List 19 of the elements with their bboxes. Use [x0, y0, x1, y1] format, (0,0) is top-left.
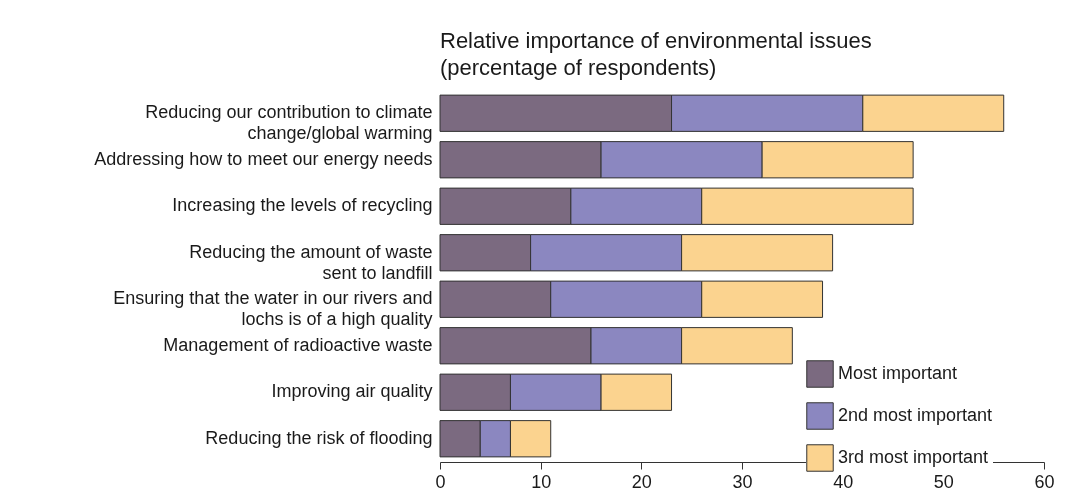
- y-tick-label: Increasing the levels of recycling: [172, 195, 433, 216]
- y-tick-label: Management of radioactive waste: [163, 334, 433, 355]
- y-tick-label: Improving air quality: [271, 381, 433, 402]
- chart-title: Relative importance of environmental issues (percentage of respondents): [440, 28, 872, 80]
- x-tick-label: 60: [1034, 471, 1055, 492]
- y-tick-label: Reducing our contribution to climate change/global warming: [145, 102, 433, 144]
- y-tick-label: Reducing the amount of waste sent to landfill: [189, 241, 433, 283]
- y-tick-label: Ensuring that the water in our rivers and lochs is of a high quality: [113, 288, 433, 330]
- y-tick-label: Addressing how to meet our energy needs: [94, 148, 433, 169]
- y-tick-label: Reducing the risk of flooding: [205, 427, 433, 448]
- legend-label: 2nd most important: [838, 405, 993, 425]
- x-tick-label: 10: [531, 471, 552, 492]
- x-tick-label: 0: [435, 471, 446, 492]
- x-tick-label: 20: [631, 471, 652, 492]
- x-tick-label: 30: [732, 471, 753, 492]
- legend-label: 3rd most important: [838, 447, 989, 467]
- x-tick-label: 50: [933, 471, 954, 492]
- x-tick-label: 40: [833, 471, 854, 492]
- legend-label: Most important: [838, 363, 958, 383]
